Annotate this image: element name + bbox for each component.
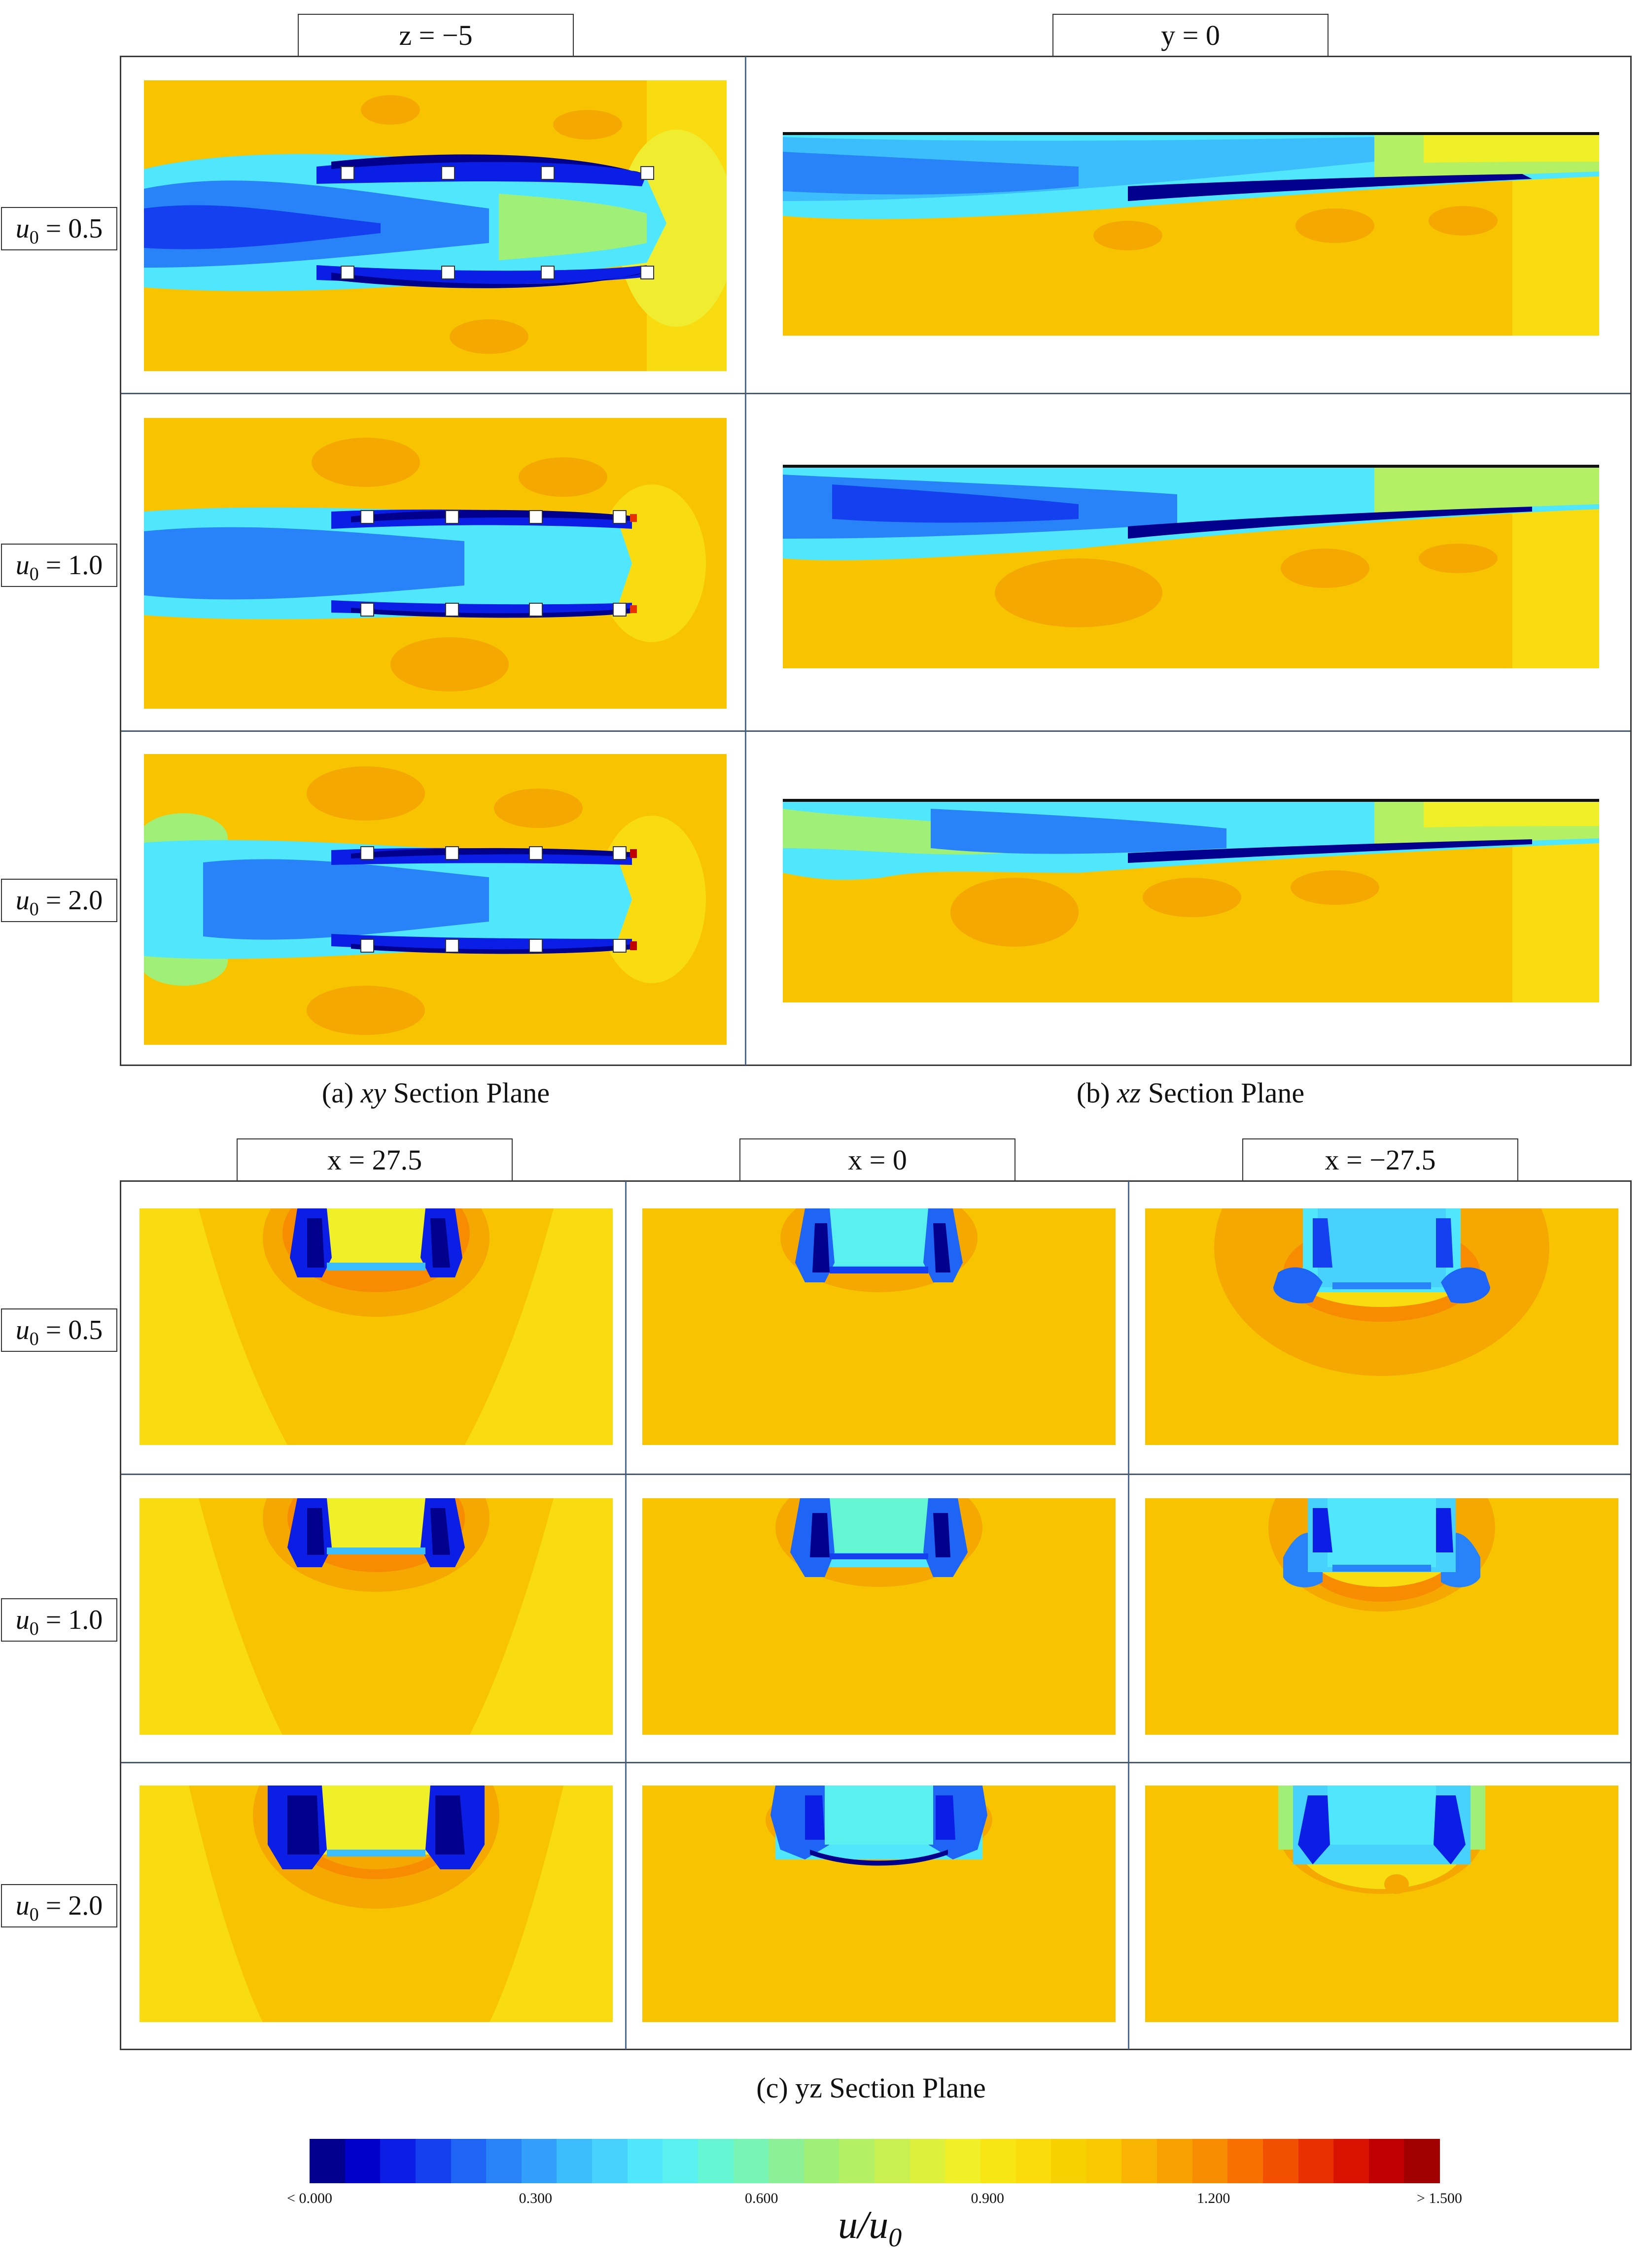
yz-contour-x-27.5-u0-1.0 [1145, 1498, 1618, 1735]
bottom-vertical-divider-2 [1128, 1181, 1129, 2049]
yz-contour-x27.5-u0-0.5 [140, 1208, 613, 1445]
colorbar-swatch [380, 2139, 416, 2183]
colorbar-tick-label: 0.300 [519, 2190, 553, 2206]
colorbar-swatch [698, 2139, 734, 2183]
colorbar-swatch [1157, 2139, 1193, 2183]
bottom-row-divider-2 [121, 1762, 1630, 1763]
colorbar-tick-label: > 1.500 [1417, 2190, 1462, 2206]
colorbar-tick-label: 0.900 [971, 2190, 1004, 2206]
colorbar-swatch [415, 2139, 451, 2183]
colorbar-tick-label: 0.600 [745, 2190, 778, 2206]
colorbar-swatch [451, 2139, 487, 2183]
xy-contour-u0-0.5 [144, 80, 727, 371]
top-row-divider-1 [121, 393, 1630, 394]
colorbar-swatch [1368, 2139, 1404, 2183]
colorbar-swatch [1333, 2139, 1369, 2183]
xz-contour-u0-0.5 [783, 132, 1599, 336]
header-y-0: y = 0 [1052, 14, 1329, 57]
colorbar-tick-label: < 0.000 [287, 2190, 332, 2206]
colorbar-swatch [592, 2139, 628, 2183]
yz-contour-x-27.5-u0-2.0 [1145, 1786, 1618, 2022]
colorbar-swatch [557, 2139, 593, 2183]
colorbar-swatch [521, 2139, 557, 2183]
top-vertical-divider [745, 57, 746, 1065]
header-x-minus-27.5: x = −27.5 [1242, 1138, 1518, 1182]
colorbar-swatch [486, 2139, 522, 2183]
xz-contour-u0-1.0 [783, 465, 1599, 668]
header-z-minus5: z = −5 [298, 14, 574, 57]
colorbar-swatch [310, 2139, 346, 2183]
colorbar-swatch [909, 2139, 945, 2183]
colorbar-swatch [980, 2139, 1016, 2183]
colorbar-swatch [1192, 2139, 1228, 2183]
xz-contour-u0-2.0 [783, 799, 1599, 1002]
colorbar-swatch [945, 2139, 981, 2183]
yz-contour-x0-u0-0.5 [642, 1208, 1116, 1445]
caption-xz-section-plane: (b) xz Section Plane [1076, 1077, 1305, 1109]
header-x-0: x = 0 [739, 1138, 1015, 1182]
bottom-row-divider-1 [121, 1474, 1630, 1475]
colorbar-swatch [1227, 2139, 1263, 2183]
yz-contour-x27.5-u0-1.0 [140, 1498, 613, 1735]
colorbar [310, 2139, 1440, 2183]
header-x-27.5: x = 27.5 [237, 1138, 513, 1182]
colorbar-swatch [1121, 2139, 1157, 2183]
colorbar-swatch [1262, 2139, 1298, 2183]
colorbar-swatch [1051, 2139, 1087, 2183]
colorbar-swatch [874, 2139, 910, 2183]
yz-contour-x-27.5-u0-0.5 [1145, 1208, 1618, 1445]
row-label-u0-2.0: u0 = 2.0 [1, 879, 117, 922]
colorbar-swatch [733, 2139, 769, 2183]
colorbar-swatch [839, 2139, 875, 2183]
colorbar-swatch [1015, 2139, 1051, 2183]
xy-contour-u0-2.0 [144, 754, 727, 1045]
colorbar-swatch [769, 2139, 805, 2183]
row-label-yz-u0-2.0: u0 = 2.0 [1, 1884, 117, 1927]
bottom-vertical-divider-1 [625, 1181, 627, 2049]
yz-contour-x0-u0-1.0 [642, 1498, 1116, 1735]
colorbar-swatch [1298, 2139, 1334, 2183]
colorbar-swatch [345, 2139, 381, 2183]
colorbar-swatch [1404, 2139, 1440, 2183]
row-label-yz-u0-0.5: u0 = 0.5 [1, 1308, 117, 1352]
colorbar-swatch [804, 2139, 839, 2183]
xy-contour-u0-1.0 [144, 418, 727, 709]
caption-xy-section-plane: (a) xy Section Plane [321, 1077, 550, 1109]
colorbar-title: u/u0 [838, 2203, 902, 2252]
colorbar-tick-label: 1.200 [1196, 2190, 1230, 2206]
colorbar-swatch [1086, 2139, 1122, 2183]
top-row-divider-2 [121, 730, 1630, 732]
row-label-u0-0.5: u0 = 0.5 [1, 207, 117, 250]
colorbar-swatch [663, 2139, 699, 2183]
row-label-yz-u0-1.0: u0 = 1.0 [1, 1598, 117, 1642]
colorbar-swatch [627, 2139, 663, 2183]
yz-contour-x0-u0-2.0 [642, 1786, 1116, 2022]
caption-yz-section-plane: (c) yz Section Plane [756, 2072, 986, 2104]
row-label-u0-1.0: u0 = 1.0 [1, 544, 117, 587]
yz-contour-x27.5-u0-2.0 [140, 1786, 613, 2022]
